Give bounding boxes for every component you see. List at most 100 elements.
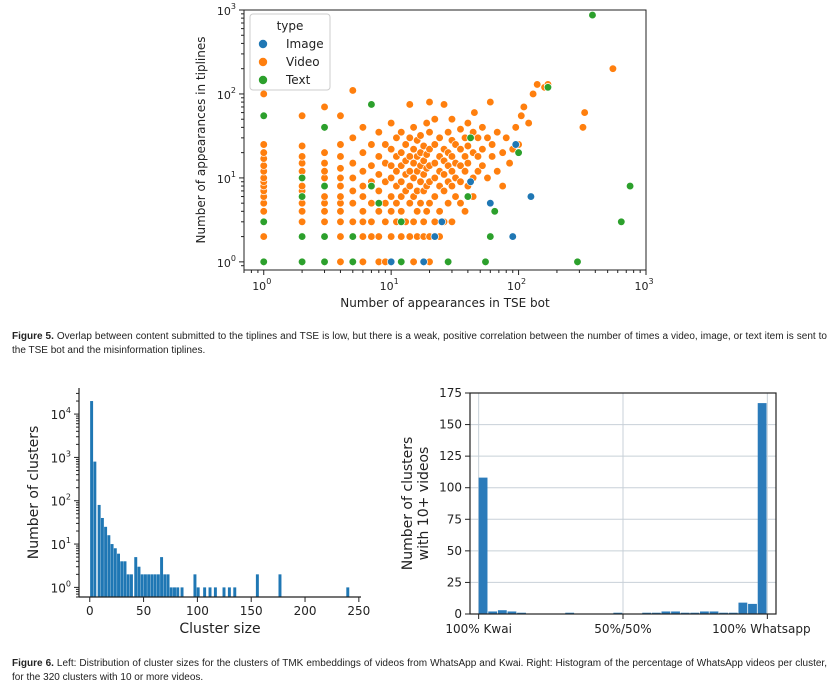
scatter-point-video bbox=[493, 128, 502, 137]
scatter-point-video bbox=[397, 207, 406, 216]
scatter-point-video bbox=[320, 148, 329, 157]
cluster-size-y-tick-label: 101 bbox=[51, 536, 71, 552]
scatter-point-video bbox=[405, 232, 414, 241]
scatter-point-text bbox=[443, 257, 453, 267]
scatter-point-video bbox=[374, 128, 383, 137]
cluster-size-y-tick-label: 102 bbox=[51, 493, 71, 509]
scatter-point-video bbox=[405, 167, 414, 176]
whatsapp-share-bar bbox=[757, 403, 767, 614]
whatsapp-share-bar bbox=[651, 612, 661, 614]
scatter-point-video bbox=[387, 173, 396, 183]
whatsapp-share-bar bbox=[699, 611, 709, 614]
scatter-point-video bbox=[470, 108, 479, 117]
cluster-size-bar bbox=[97, 504, 101, 597]
scatter-point-video bbox=[443, 199, 453, 208]
whatsapp-share-bar bbox=[488, 611, 498, 614]
scatter-point-video bbox=[387, 207, 396, 216]
scatter-point-video bbox=[511, 123, 520, 132]
scatter-point-video bbox=[447, 217, 457, 226]
scatter-point-video bbox=[259, 161, 268, 170]
scatter-point-video bbox=[430, 115, 439, 124]
scatter-point-video bbox=[387, 145, 396, 154]
scatter-point-video bbox=[416, 199, 425, 208]
scatter-point-video bbox=[297, 111, 307, 120]
scatter-point-video bbox=[392, 167, 401, 176]
scatter-point-video bbox=[422, 207, 431, 216]
scatter-point-video bbox=[397, 232, 406, 241]
scatter-point-video bbox=[409, 257, 418, 267]
scatter-point-video bbox=[439, 170, 449, 179]
scatter-point-video bbox=[367, 217, 376, 226]
cluster-size-bar bbox=[150, 574, 154, 597]
cluster-size-bar bbox=[196, 587, 200, 597]
scatter-point-video bbox=[478, 161, 487, 170]
cluster-size-bar bbox=[255, 574, 259, 597]
scatter-point-video bbox=[348, 158, 357, 168]
scatter-point-text bbox=[397, 257, 406, 267]
scatter-point-video bbox=[381, 217, 390, 226]
scatter-point-video bbox=[259, 148, 268, 157]
whatsapp-share-bar bbox=[728, 612, 738, 614]
scatter-point-video bbox=[435, 133, 444, 143]
scatter-point-video bbox=[463, 141, 473, 151]
scatter-point-text bbox=[320, 123, 329, 132]
scatter-y-tick-label: 101 bbox=[217, 170, 236, 186]
scatter-point-video bbox=[435, 207, 444, 216]
scatter-point-video bbox=[320, 207, 329, 216]
cluster-size-x-tick-label: 0 bbox=[86, 604, 94, 618]
scatter-point-video bbox=[487, 152, 497, 161]
scatter-point-video bbox=[405, 199, 414, 208]
scatter-point-text bbox=[397, 217, 406, 226]
scatter-point-video bbox=[358, 207, 368, 216]
scatter-point-video bbox=[580, 108, 589, 117]
scatter-point-video bbox=[259, 232, 268, 241]
scatter-y-axis-label: Number of appearances in tiplines bbox=[194, 37, 208, 244]
scatter-point-text bbox=[367, 100, 376, 109]
scatter-point-video bbox=[439, 100, 449, 109]
scatter-point-video bbox=[358, 148, 368, 157]
scatter-point-video bbox=[473, 167, 483, 176]
cluster-size-bar bbox=[346, 587, 350, 597]
scatter-point-image bbox=[430, 232, 439, 241]
cluster-size-y-tick-label: 100 bbox=[51, 579, 71, 595]
scatter-point-image bbox=[511, 140, 520, 149]
scatter-point-video bbox=[336, 111, 345, 120]
scatter-point-text bbox=[514, 148, 523, 157]
scatter-point-video bbox=[336, 173, 345, 183]
scatter-point-video bbox=[486, 97, 495, 107]
cluster-size-bar bbox=[104, 526, 108, 597]
scatter-point-text bbox=[297, 192, 307, 201]
cluster-size-bar bbox=[113, 548, 117, 597]
scatter-point-video bbox=[259, 89, 268, 99]
scatter-point-text bbox=[348, 232, 357, 241]
scatter-point-video bbox=[358, 232, 368, 241]
whatsapp-share-bar bbox=[642, 612, 652, 614]
whatsapp-share-bar bbox=[478, 477, 488, 614]
scatter-point-video bbox=[358, 257, 368, 267]
scatter-legend-label: Image bbox=[286, 37, 324, 51]
scatter-point-text bbox=[320, 181, 329, 191]
cluster-size-y-tick-label: 104 bbox=[51, 406, 71, 422]
scatter-point-video bbox=[397, 148, 406, 157]
scatter-point-video bbox=[348, 86, 357, 95]
whatsapp-share-bar bbox=[497, 610, 507, 614]
scatter-point-text bbox=[297, 257, 307, 267]
scatter-point-video bbox=[419, 217, 428, 226]
scatter-point-text bbox=[466, 133, 475, 143]
whatsapp-y-tick-label: 0 bbox=[454, 607, 462, 621]
scatter-point-video bbox=[416, 131, 425, 140]
scatter-point-text bbox=[259, 257, 268, 267]
scatter-point-video bbox=[447, 181, 457, 191]
whatsapp-y-tick-label: 75 bbox=[447, 512, 462, 526]
whatsapp-share-bar bbox=[719, 612, 729, 614]
scatter-point-video bbox=[422, 118, 431, 128]
scatter-point-video bbox=[533, 80, 542, 89]
scatter-point-video bbox=[348, 173, 357, 183]
cluster-size-bar bbox=[120, 561, 124, 597]
scatter-point-video bbox=[451, 192, 460, 201]
scatter-point-video bbox=[425, 128, 434, 137]
scatter-frame bbox=[243, 9, 647, 271]
whatsapp-share-bar bbox=[690, 612, 700, 614]
scatter-point-video bbox=[397, 177, 406, 186]
whatsapp-share-bar bbox=[748, 603, 757, 614]
